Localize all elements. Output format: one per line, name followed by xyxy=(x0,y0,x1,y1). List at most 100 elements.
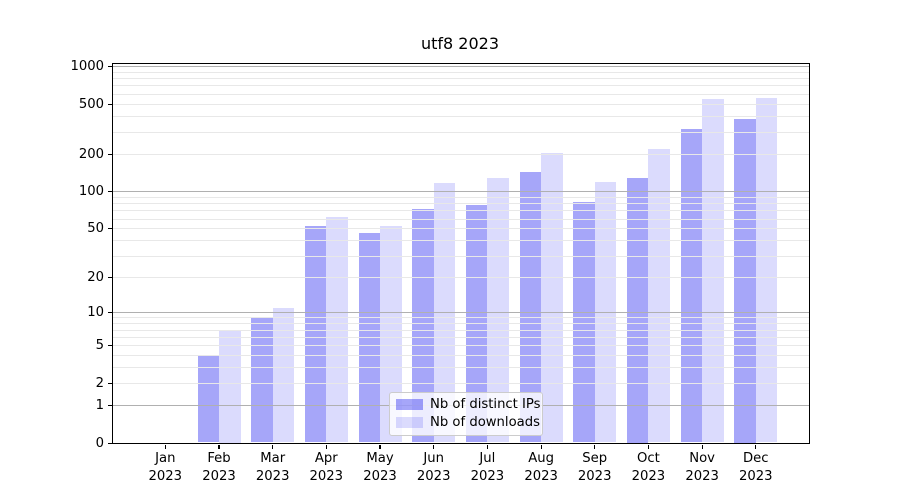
gridline-90 xyxy=(112,196,809,198)
bar-distinct-ips-mar xyxy=(251,317,273,443)
gridline-1000 xyxy=(112,66,809,67)
gridline-70 xyxy=(112,210,809,212)
x-tick-mark-aug xyxy=(540,444,542,449)
y-tick-mark-200 xyxy=(107,153,112,155)
x-tick-mark-may xyxy=(379,444,381,449)
legend-item-distinct-ips: Nb of distinct IPs xyxy=(396,397,541,412)
x-tick-mark-feb xyxy=(218,444,220,449)
legend-label-distinct-ips: Nb of distinct IPs xyxy=(430,397,541,412)
bar-downloads-may xyxy=(380,225,402,443)
gridline-6 xyxy=(112,336,809,338)
legend-swatch-downloads xyxy=(396,417,423,428)
gridline-50 xyxy=(112,228,809,230)
gridline-300 xyxy=(112,131,809,133)
y-tick-label-500: 500 xyxy=(78,96,104,112)
plot-area: Nb of distinct IPs Nb of downloads xyxy=(111,62,810,444)
x-tick-label-jan: Jan 2023 xyxy=(148,451,183,484)
x-tick-mark-jan xyxy=(164,444,166,449)
gridline-40 xyxy=(112,240,809,242)
bar-downloads-nov xyxy=(702,99,724,443)
y-tick-mark-100 xyxy=(107,191,112,193)
y-tick-label-10: 10 xyxy=(87,305,104,321)
y-tick-mark-500 xyxy=(107,103,112,105)
x-tick-label-may: May 2023 xyxy=(363,451,397,484)
x-tick-label-feb: Feb 2023 xyxy=(202,451,236,484)
bar-distinct-ips-jun xyxy=(412,209,434,443)
bar-downloads-oct xyxy=(648,148,670,443)
gridline-10 xyxy=(112,312,809,314)
y-tick-label-50: 50 xyxy=(87,221,104,237)
x-tick-label-aug: Aug 2023 xyxy=(524,451,558,484)
x-tick-label-jun: Jun 2023 xyxy=(416,451,451,484)
gridline-80 xyxy=(112,203,809,205)
x-tick-mark-jul xyxy=(486,444,488,449)
legend: Nb of distinct IPs Nb of downloads xyxy=(389,391,543,436)
y-tick-label-0: 0 xyxy=(95,436,104,451)
y-tick-mark-10 xyxy=(107,312,112,314)
bar-downloads-feb xyxy=(219,330,241,443)
y-tick-label-1: 1 xyxy=(95,398,104,414)
y-tick-mark-5 xyxy=(107,345,112,347)
gridline-200 xyxy=(112,153,809,155)
bar-downloads-mar xyxy=(272,307,295,443)
bar-distinct-ips-apr xyxy=(304,225,327,443)
y-tick-mark-0 xyxy=(107,442,112,445)
chart-title: utf8 2023 xyxy=(420,34,500,53)
x-tick-label-oct: Oct 2023 xyxy=(631,451,666,484)
bar-distinct-ips-dec xyxy=(734,118,756,443)
bar-distinct-ips-nov xyxy=(680,128,703,443)
x-tick-mark-mar xyxy=(272,444,274,449)
bar-distinct-ips-oct xyxy=(626,177,649,443)
gridline-3 xyxy=(112,367,809,369)
gridline-900 xyxy=(112,71,809,73)
gridline-400 xyxy=(112,115,809,117)
gridline-4 xyxy=(112,355,809,357)
y-tick-mark-2 xyxy=(107,383,112,385)
bar-distinct-ips-may xyxy=(358,233,380,443)
gridline-30 xyxy=(112,255,809,257)
x-tick-label-mar: Mar 2023 xyxy=(255,451,290,484)
y-tick-label-1000: 1000 xyxy=(70,59,104,74)
y-tick-label-20: 20 xyxy=(87,269,104,285)
gridline-2 xyxy=(112,383,809,385)
bar-downloads-dec xyxy=(755,98,778,443)
gridline-700 xyxy=(112,85,809,87)
y-tick-label-200: 200 xyxy=(78,146,104,162)
bar-downloads-sep xyxy=(594,181,617,443)
gridline-8 xyxy=(112,323,809,325)
y-tick-label-2: 2 xyxy=(95,376,104,392)
gridline-60 xyxy=(112,218,809,220)
gridline-500 xyxy=(112,103,809,105)
x-tick-mark-dec xyxy=(755,444,757,449)
bar-downloads-jul xyxy=(487,178,509,443)
y-tick-mark-50 xyxy=(107,228,112,230)
x-tick-mark-nov xyxy=(701,444,703,449)
gridline-100 xyxy=(112,191,809,193)
x-tick-mark-jun xyxy=(433,444,435,449)
bar-downloads-aug xyxy=(541,152,563,443)
bar-distinct-ips-aug xyxy=(519,171,542,443)
gridline-600 xyxy=(112,93,809,95)
y-tick-label-100: 100 xyxy=(78,184,104,200)
x-tick-mark-sep xyxy=(594,444,596,449)
bar-distinct-ips-sep xyxy=(573,202,595,443)
y-tick-mark-1 xyxy=(107,405,112,407)
bar-distinct-ips-feb xyxy=(197,355,219,443)
y-tick-label-5: 5 xyxy=(95,338,104,354)
legend-item-downloads: Nb of downloads xyxy=(396,415,540,430)
x-tick-label-dec: Dec 2023 xyxy=(739,451,773,484)
x-tick-label-nov: Nov 2023 xyxy=(685,451,719,484)
gridline-20 xyxy=(112,276,809,278)
gridline-800 xyxy=(112,78,809,80)
x-tick-mark-apr xyxy=(325,444,327,449)
x-tick-label-sep: Sep 2023 xyxy=(577,451,612,484)
gridline-7 xyxy=(112,329,809,331)
x-tick-label-jul: Jul 2023 xyxy=(470,451,505,484)
y-tick-mark-1000 xyxy=(107,65,112,68)
legend-swatch-distinct-ips xyxy=(396,399,423,410)
x-tick-label-apr: Apr 2023 xyxy=(309,451,344,484)
gridline-9 xyxy=(112,317,809,319)
legend-label-downloads: Nb of downloads xyxy=(430,415,540,430)
gridline-5 xyxy=(112,345,809,347)
